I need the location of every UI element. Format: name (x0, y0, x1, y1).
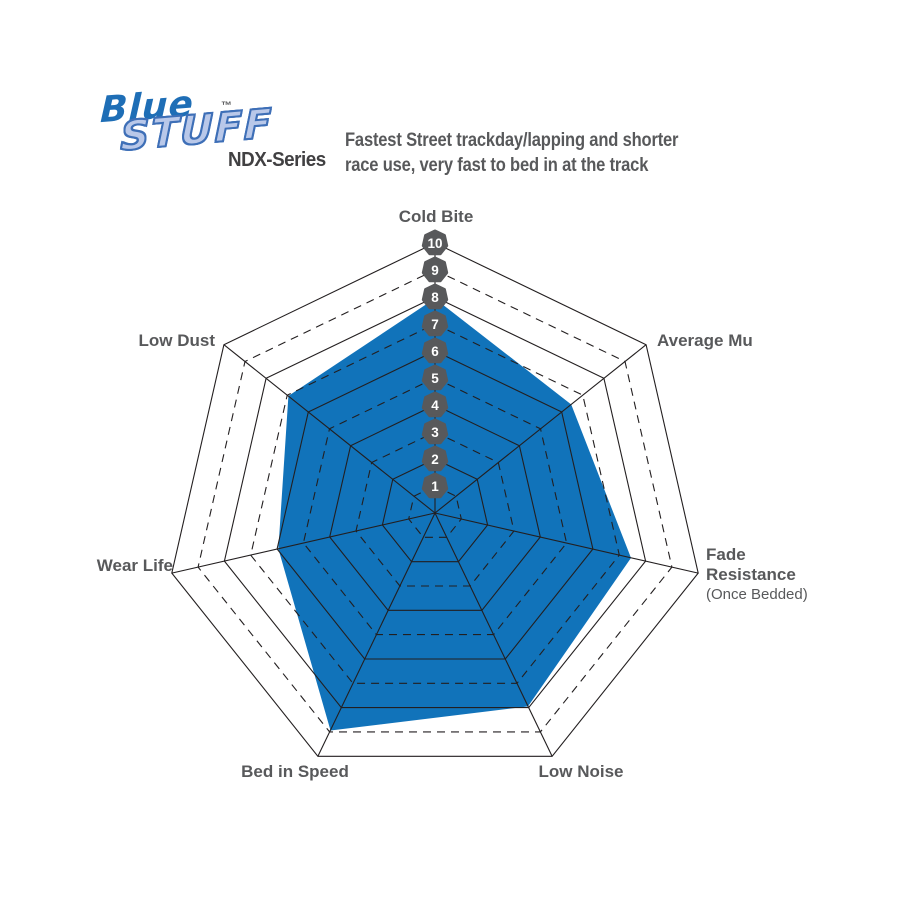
axis-label-low-dust: Low Dust (138, 331, 216, 350)
axis-label-cold-bite: Cold Bite (398, 207, 474, 226)
scale-badge-label-1: 1 (431, 479, 439, 494)
grid-ring-8 (223, 296, 647, 709)
scale-badge-label-10: 10 (427, 236, 442, 251)
brand-logo: Blue STUFF ™ NDX-Series (95, 83, 345, 192)
scale-badge-10 (421, 229, 449, 256)
axis-label-bed-in-speed: Bed in Speed (241, 762, 349, 781)
grid-ring-2 (381, 458, 489, 563)
trademark-symbol: ™ (221, 100, 232, 112)
data-polygon (275, 295, 634, 734)
scale-badge-7 (421, 310, 449, 337)
scale-badge-8 (421, 283, 449, 310)
description-line-2: race use, very fast to bed in at the tra… (345, 155, 649, 176)
series-name: NDX-Series (228, 149, 326, 171)
axis-spoke-2 (434, 512, 699, 574)
description-line-1: Fastest Street trackday/lapping and shor… (345, 130, 679, 151)
scale-badge-label-3: 3 (431, 425, 439, 440)
axis-label-fade-resistance-sub: (Once Bedded) (706, 586, 808, 603)
axis-spoke-5 (171, 512, 436, 574)
scale-badge-label-6: 6 (431, 344, 439, 359)
scale-badge-1 (421, 472, 449, 499)
scale-badge-label-5: 5 (431, 371, 439, 386)
grid-ring-10 (171, 242, 699, 757)
axis-spoke-3 (434, 512, 553, 757)
grid-ring-5 (302, 377, 568, 636)
scale-badge-9 (421, 256, 449, 283)
axis-label-wear-life: Wear Life (96, 556, 173, 575)
axis-label-fade-resistance-main: Fade Resistance (706, 545, 796, 584)
scale-badge-3 (421, 418, 449, 445)
chart-description: Fastest Street trackday/lapping and shor… (345, 128, 679, 178)
axis-spoke-1 (434, 344, 647, 514)
scale-badge-label-8: 8 (431, 290, 439, 305)
axis-label-average-mu: Average Mu (657, 331, 753, 350)
grid-ring-6 (276, 350, 594, 660)
axis-spoke-6 (223, 344, 436, 514)
scale-badge-6 (421, 337, 449, 364)
axis-spoke-4 (317, 512, 436, 757)
scale-badge-label-2: 2 (431, 452, 439, 467)
scale-badge-2 (421, 445, 449, 472)
scale-badge-label-7: 7 (431, 317, 439, 332)
scale-badge-4 (421, 391, 449, 418)
scale-badge-label-4: 4 (431, 398, 439, 413)
scale-badge-5 (421, 364, 449, 391)
grid-ring-7 (250, 323, 620, 684)
scale-badge-label-9: 9 (431, 263, 439, 278)
axis-label-fade-resistance: Fade Resistance (Once Bedded) (706, 545, 818, 605)
axis-label-low-noise: Low Noise (538, 762, 624, 781)
grid-ring-4 (329, 404, 541, 611)
grid-ring-3 (355, 431, 515, 587)
